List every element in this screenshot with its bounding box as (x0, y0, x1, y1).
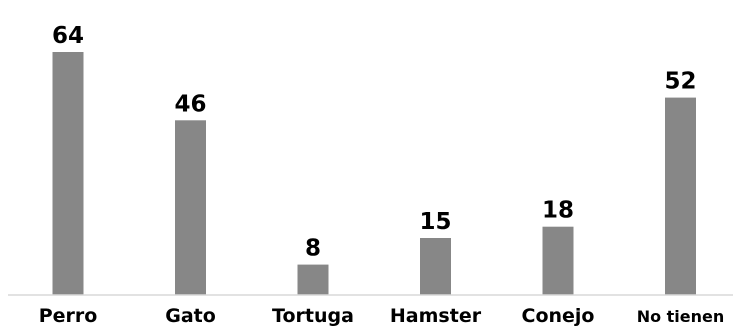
bar-no-tienen (665, 97, 696, 295)
bars-group (52, 52, 696, 295)
category-labels-group: Perro Gato Tortuga Hamster Conejo No tienen (39, 305, 725, 327)
value-label-conejo: 18 (542, 198, 574, 224)
value-labels-group: 64 46 8 15 18 52 (52, 23, 697, 262)
bar-tortuga (297, 264, 329, 295)
value-label-perro: 64 (52, 23, 84, 49)
category-label-tortuga: Tortuga (272, 305, 354, 327)
bar-perro (52, 52, 84, 295)
bar-conejo (542, 226, 574, 295)
category-label-hamster: Hamster (390, 305, 482, 327)
value-label-tortuga: 8 (305, 236, 321, 262)
value-label-gato: 46 (174, 91, 206, 117)
bar-hamster (420, 238, 451, 295)
category-label-gato: Gato (165, 305, 216, 327)
value-label-hamster: 15 (419, 209, 451, 235)
category-label-no-tienen: No tienen (637, 307, 725, 326)
value-label-no-tienen: 52 (664, 69, 696, 95)
bar-gato (175, 120, 206, 295)
category-label-conejo: Conejo (522, 305, 595, 327)
category-label-perro: Perro (39, 305, 98, 327)
